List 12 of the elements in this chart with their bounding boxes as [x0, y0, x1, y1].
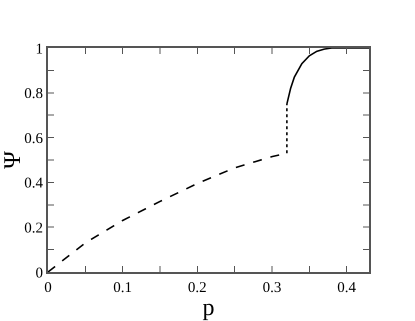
y-tick-label: 0 [36, 265, 43, 282]
x-tick-label: 0.1 [113, 280, 132, 296]
y-tick-label: 0.6 [24, 130, 44, 147]
y-tick-label: 0.4 [24, 176, 44, 192]
x-tick-label: 0.3 [262, 280, 282, 296]
y-tick-label: 0.2 [24, 220, 43, 236]
x-axis-title: p [202, 295, 214, 321]
x-tick-label: 0.2 [188, 280, 207, 296]
y-tick-label: 0.8 [24, 86, 43, 102]
y-tick-label: 1 [36, 41, 43, 58]
x-tick-label: 0.4 [337, 280, 356, 296]
y-axis-title: Ψ [0, 150, 26, 169]
